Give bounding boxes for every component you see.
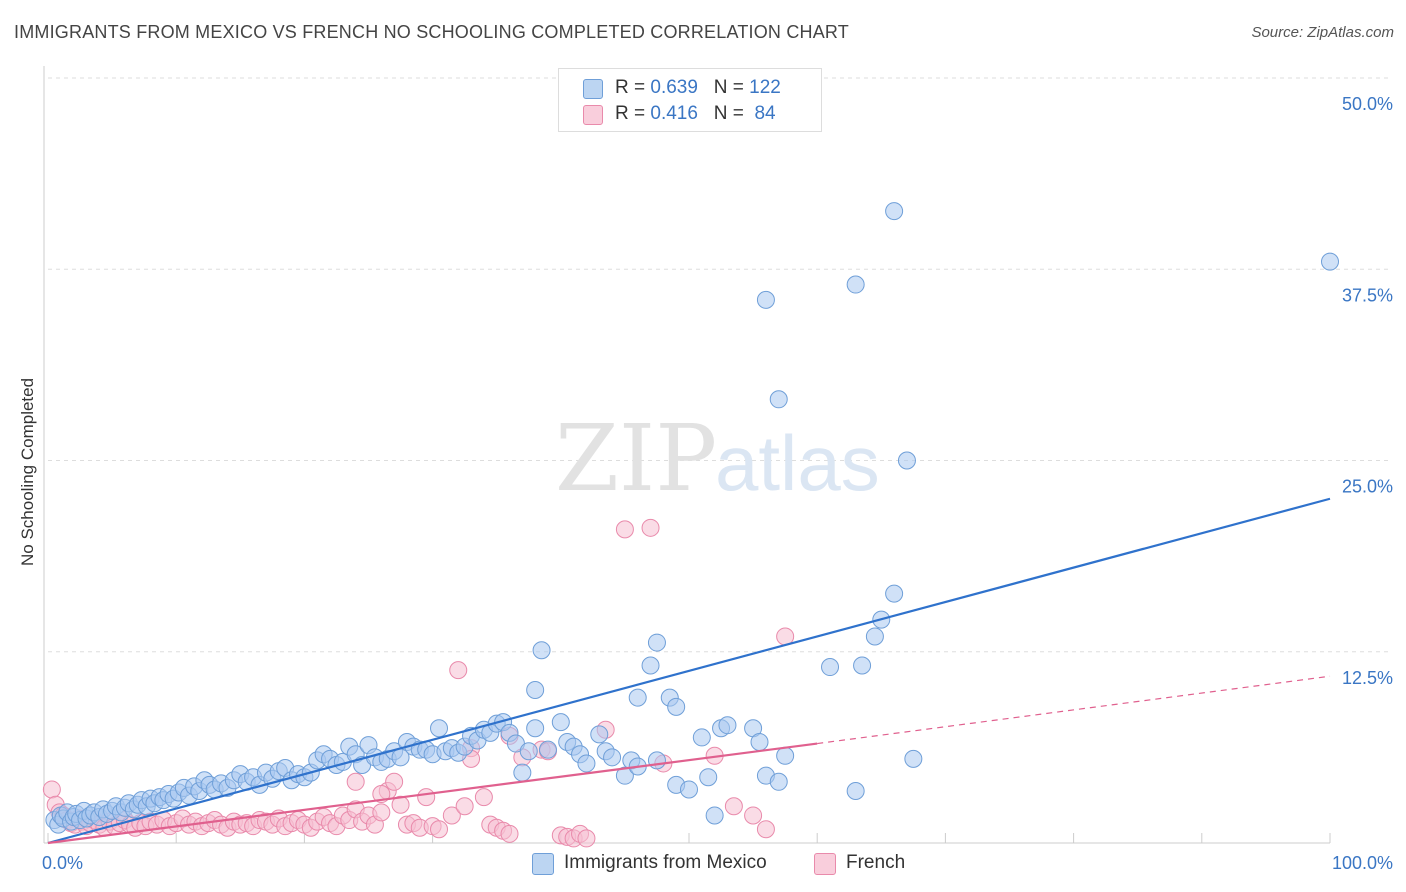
mexico-point — [1321, 252, 1339, 271]
trend-lines — [47, 497, 1331, 845]
french-point — [455, 797, 474, 816]
legend-r-value-french: 0.416 — [650, 103, 698, 124]
french-point — [442, 806, 461, 825]
mexico-point — [705, 806, 724, 825]
series-mexico-points — [45, 202, 1339, 834]
legend-r-label: R = — [615, 77, 646, 98]
mexico-point — [885, 202, 904, 221]
legend-n-label: N = — [713, 77, 744, 98]
french-point — [385, 772, 404, 791]
mexico-point — [769, 390, 788, 409]
french-point — [417, 788, 436, 807]
mexico-point — [885, 584, 904, 603]
french-point — [500, 824, 519, 843]
legend-swatch-mexico — [583, 79, 603, 99]
bottom-legend-swatch-french — [814, 853, 836, 875]
french-point — [346, 772, 365, 791]
grid-lines — [48, 77, 1392, 653]
x-tick-label-max: 100.0% — [1332, 853, 1393, 873]
mexico-point — [513, 763, 532, 782]
mexico-point — [628, 688, 647, 707]
legend-swatch-french — [583, 105, 603, 125]
mexico-point — [699, 768, 718, 787]
mexico-point — [590, 725, 609, 744]
mexico-point — [846, 275, 865, 294]
legend-n-label: N = — [713, 103, 744, 124]
french-trend-line — [47, 742, 818, 845]
french-point — [391, 795, 410, 814]
mexico-point — [897, 451, 916, 470]
watermark: ZIP atlas — [555, 405, 880, 512]
tick-labels: 12.5% 25.0% 37.5% 50.0% 0.0% 100.0% — [42, 94, 1393, 873]
mexico-point — [615, 766, 634, 785]
mexico-point — [647, 751, 666, 770]
mexico-point — [577, 754, 596, 773]
mexico-point — [532, 641, 551, 660]
mexico-point — [430, 719, 449, 738]
y-tick-label: 12.5% — [1342, 668, 1393, 688]
mexico-point — [776, 746, 795, 765]
mexico-point — [641, 656, 660, 675]
source-label: Source: ZipAtlas.com — [1251, 24, 1394, 41]
french-point — [430, 820, 449, 839]
mexico-point — [647, 633, 666, 652]
french-point — [744, 806, 763, 825]
mexico-point — [769, 772, 788, 791]
watermark-atlas: atlas — [715, 419, 880, 507]
y-axis-label: No Schooling Completed — [18, 377, 37, 566]
mexico-trend-line — [47, 497, 1331, 845]
mexico-point — [853, 656, 872, 675]
mexico-point — [603, 748, 622, 767]
french-point — [724, 797, 743, 816]
legend-box: R = 0.639 N = 122 R = 0.416 N = 84 — [558, 68, 822, 132]
legend-n-value-french: 84 — [754, 103, 776, 124]
mexico-point — [526, 719, 545, 738]
mexico-point — [667, 697, 686, 716]
legend-text-mexico: R = 0.639 N = 122 — [615, 77, 781, 99]
french-trend-line-extrapolated — [817, 675, 1331, 745]
legend-n-value-mexico: 122 — [749, 77, 781, 98]
mexico-point — [846, 781, 865, 800]
mexico-point — [538, 740, 557, 759]
y-tick-label: 25.0% — [1342, 477, 1393, 497]
axes — [43, 66, 1331, 844]
mexico-point — [692, 728, 711, 747]
x-tick-label-min: 0.0% — [42, 853, 83, 873]
bottom-legend-label-french: French — [846, 852, 906, 873]
french-point — [641, 518, 660, 537]
bottom-legend-swatch-mexico — [532, 853, 554, 875]
french-point — [474, 788, 493, 807]
mexico-point — [821, 658, 840, 677]
mexico-point — [718, 716, 737, 735]
french-point — [756, 820, 775, 839]
y-tick-label: 50.0% — [1342, 94, 1393, 114]
french-point — [577, 829, 596, 848]
french-point — [372, 803, 391, 822]
mexico-point — [750, 733, 769, 752]
legend-r-label: R = — [615, 103, 646, 124]
mexico-point — [519, 742, 538, 761]
french-point — [615, 520, 634, 539]
legend-r-value-mexico: 0.639 — [650, 77, 698, 98]
legend-text-french: R = 0.416 N = 84 — [615, 103, 776, 125]
mexico-point — [526, 681, 545, 699]
watermark-zip: ZIP — [555, 405, 717, 512]
mexico-point — [756, 290, 775, 309]
bottom-legend-label-mexico: Immigrants from Mexico — [564, 852, 767, 873]
mexico-point — [865, 627, 884, 646]
chart-title: IMMIGRANTS FROM MEXICO VS FRENCH NO SCHO… — [14, 22, 849, 42]
y-tick-label: 37.5% — [1342, 285, 1393, 305]
french-point — [449, 661, 468, 680]
mexico-point — [904, 749, 923, 768]
mexico-point — [680, 780, 698, 799]
french-point — [42, 780, 61, 799]
mexico-point — [551, 713, 570, 732]
